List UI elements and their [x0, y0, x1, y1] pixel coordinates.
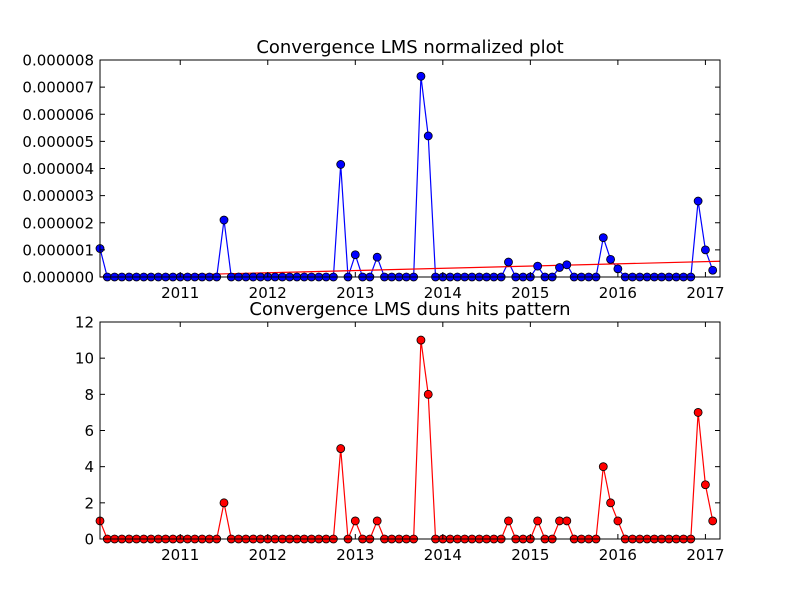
data-point: [555, 516, 564, 526]
y-tick-label: 10: [75, 350, 94, 368]
y-tick-label: 0: [84, 531, 94, 549]
chart-title: Convergence LMS normalized plot: [256, 37, 563, 58]
data-point: [504, 257, 513, 267]
x-tick-label: 2016: [599, 546, 637, 564]
data-point: [598, 462, 608, 472]
y-tick-label: 0.000005: [22, 133, 94, 151]
data-point: [555, 263, 564, 272]
x-tick-label: 2016: [599, 284, 637, 302]
data-point: [606, 254, 615, 264]
data-point: [219, 498, 229, 508]
chart-title: Convergence LMS duns hits pattern: [249, 299, 570, 320]
y-tick-label: 0.000002: [22, 214, 94, 232]
x-tick-label: 2011: [161, 284, 199, 302]
data-point: [423, 131, 433, 141]
data-point: [219, 215, 229, 225]
y-tick-label: 0.000006: [22, 106, 94, 124]
data-point: [693, 196, 703, 206]
chart-top: Convergence LMS normalized plot 0.000000…: [22, 37, 724, 302]
data-point: [336, 444, 346, 453]
data-point: [701, 480, 710, 490]
data-point: [416, 335, 426, 345]
data-point: [533, 516, 543, 526]
data-point: [598, 233, 608, 243]
data-point: [613, 516, 623, 526]
data-point: [350, 250, 360, 260]
data-point: [372, 516, 382, 526]
data-point: [701, 245, 710, 255]
data-point: [336, 160, 346, 169]
data-point: [562, 260, 572, 270]
x-tick-label: 2013: [336, 284, 374, 302]
y-tick-label: 6: [84, 422, 94, 440]
x-tick-label: 2013: [336, 546, 374, 564]
y-tick-label: 0.000003: [22, 187, 94, 205]
plot-area: 0 2 4 6 8 10 12 2011 2012 2013 2014 2015 2016 2017: [75, 314, 725, 565]
x-tick-label: 2014: [424, 546, 462, 564]
x-tick-label: 2017: [686, 546, 724, 564]
data-point: [372, 252, 382, 262]
data-point: [423, 389, 433, 399]
y-tick-label: 12: [75, 314, 94, 332]
data-point: [613, 264, 623, 274]
y-tick-label: 0.000000: [22, 269, 94, 287]
y-tick-label: 0.000008: [22, 52, 94, 70]
series-line: [99, 339, 714, 540]
x-tick-label: 2011: [161, 546, 199, 564]
y-tick-label: 0.000004: [22, 160, 94, 178]
data-point: [416, 71, 426, 81]
data-point: [533, 261, 543, 271]
data-point: [693, 408, 703, 417]
chart-bottom: Convergence LMS duns hits pattern 0 2 4 6 8 1…: [75, 299, 725, 564]
x-tick-label: 2015: [511, 284, 549, 302]
x-tick-label: 2017: [686, 284, 724, 302]
y-tick-label: 8: [84, 386, 94, 404]
data-point: [708, 516, 718, 526]
axes-frame: [99, 59, 721, 278]
data-point: [708, 265, 718, 275]
x-tick-label: 2012: [249, 546, 287, 564]
y-tick-label: 4: [84, 458, 94, 476]
axes-frame: [99, 321, 721, 540]
data-point: [606, 498, 615, 508]
data-point: [562, 516, 572, 526]
y-tick-label: 2: [84, 494, 94, 512]
plot-area: 0.000000 0.000001 0.000002 0.000003 0.000004…: [22, 52, 724, 303]
y-tick-label: 0.000007: [22, 79, 94, 97]
x-tick-label: 2012: [249, 284, 287, 302]
data-point: [504, 516, 513, 526]
series-line: [99, 76, 714, 278]
x-tick-label: 2014: [424, 284, 462, 302]
x-tick-label: 2015: [511, 546, 549, 564]
data-point: [350, 516, 360, 526]
y-tick-label: 0.000001: [22, 241, 94, 259]
